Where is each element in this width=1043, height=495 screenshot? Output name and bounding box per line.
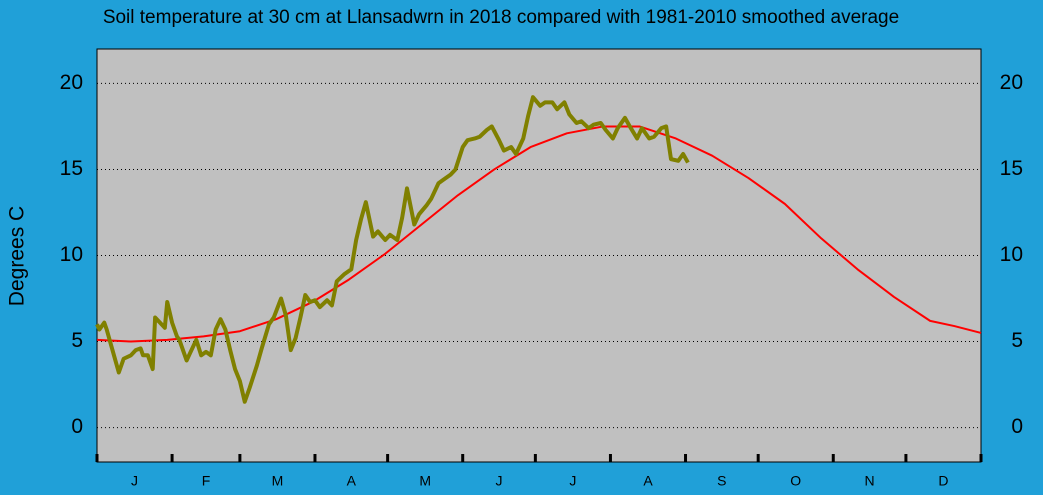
x-tick-label: M [419, 473, 431, 489]
chart-title: Soil temperature at 30 cm at Llansadwrn … [103, 7, 899, 28]
x-tick-label: S [717, 473, 726, 489]
y2-tick-label: 10 [1000, 243, 1023, 266]
y2-tick-label: 15 [1000, 157, 1023, 180]
y-tick-label: 20 [60, 71, 83, 94]
series-line [95, 95, 690, 404]
x-tick-label: M [272, 473, 284, 489]
x-tick-label: J [131, 473, 138, 489]
x-tick-label: A [347, 473, 357, 489]
y2-tick-label: 5 [1011, 329, 1023, 352]
x-tick-label: O [790, 473, 801, 489]
x-tick-label: A [643, 473, 653, 489]
y-tick-label: 0 [71, 415, 83, 438]
y-tick-label: 5 [71, 329, 83, 352]
x-tick-label: N [865, 473, 875, 489]
y2-tick-label: 0 [1011, 415, 1023, 438]
series-line [96, 125, 982, 343]
x-tick-label: D [938, 473, 948, 489]
x-tick-label: F [202, 473, 211, 489]
x-tick-label: J [569, 473, 576, 489]
y-tick-label: 10 [60, 243, 83, 266]
y-axis-label: Degrees C [6, 206, 29, 306]
x-tick-label: J [496, 473, 503, 489]
y-tick-label: 15 [60, 157, 83, 180]
y2-tick-label: 20 [1000, 71, 1023, 94]
